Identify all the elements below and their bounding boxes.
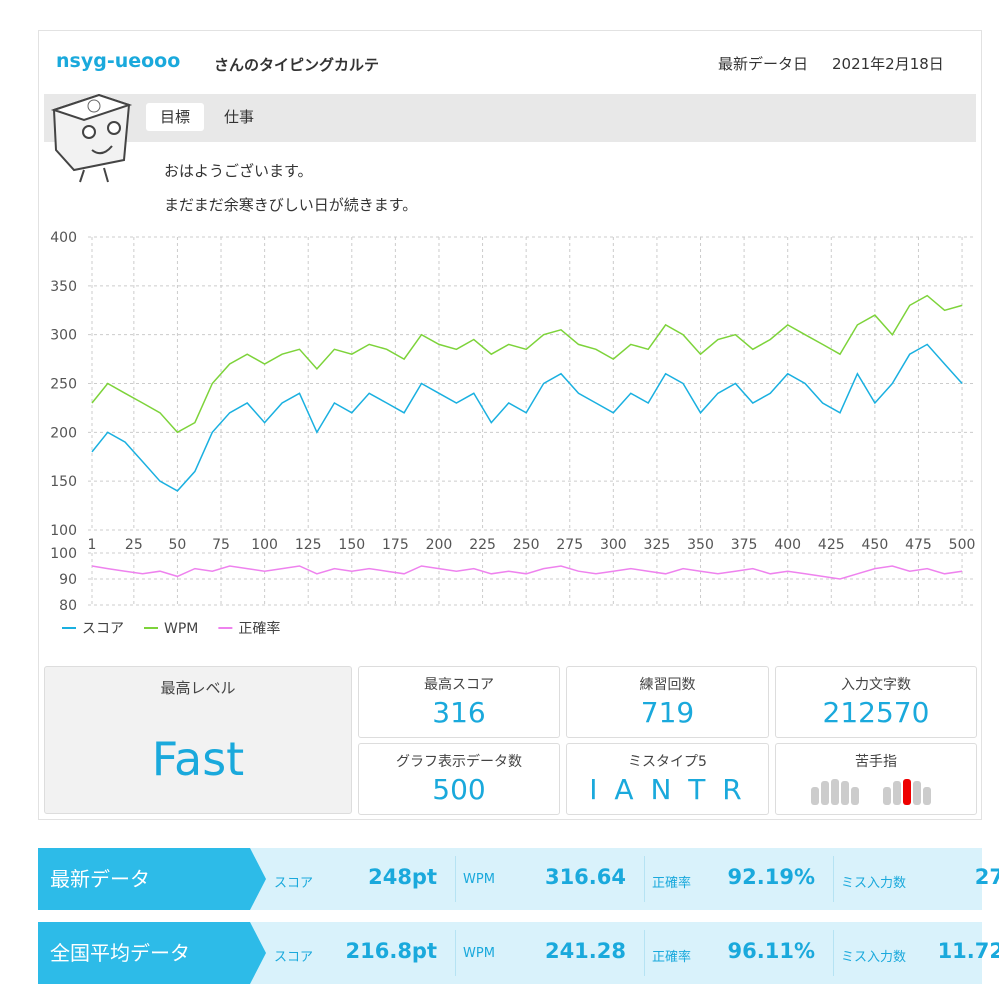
summary-value: 96.11% bbox=[727, 939, 815, 963]
summary-value: 11.72 bbox=[937, 939, 999, 963]
stat-value: Fast bbox=[151, 732, 245, 786]
summary-value: 92.19% bbox=[727, 865, 815, 889]
stat-label: ミスタイプ5 bbox=[628, 754, 707, 770]
y-tick-label: 100 bbox=[50, 546, 77, 562]
stat-box: ミスタイプ5 I A N T R bbox=[566, 743, 769, 815]
x-tick-label: 125 bbox=[295, 537, 322, 553]
series-line bbox=[91, 294, 963, 434]
message-line: まだまだ余寒きびしい日が続きます。 bbox=[164, 196, 418, 214]
goal-text: 仕事 bbox=[224, 108, 255, 126]
summary-value: 248pt bbox=[368, 865, 437, 889]
x-tick-label: 400 bbox=[774, 537, 801, 553]
summary-value: 241.28 bbox=[544, 939, 626, 963]
y-tick-label: 90 bbox=[59, 572, 77, 588]
x-tick-label: 450 bbox=[862, 537, 889, 553]
finger-icon bbox=[811, 779, 931, 805]
summary-label: WPM bbox=[463, 872, 495, 887]
stat-label: グラフ表示データ数 bbox=[396, 754, 522, 770]
stat-label: 最高レベル bbox=[160, 679, 236, 697]
x-tick-label: 250 bbox=[513, 537, 540, 553]
summary-label: スコア bbox=[274, 876, 314, 891]
stat-box: 入力文字数 212570 bbox=[775, 666, 977, 738]
summary-cell: ミス入力数 27 bbox=[833, 856, 999, 902]
summary-cell: 正確率 92.19% bbox=[644, 856, 834, 902]
y-tick-label: 100 bbox=[50, 523, 77, 539]
x-tick-label: 25 bbox=[125, 537, 143, 553]
message-line: おはようございます。 bbox=[164, 162, 313, 180]
series-line bbox=[91, 343, 963, 492]
user-name: nsyg-ueooo bbox=[56, 50, 181, 72]
summary-cell: スコア 216.8pt bbox=[266, 930, 456, 976]
summary-label: ミス入力数 bbox=[841, 950, 907, 965]
summary-row: 全国平均データ スコア 216.8pt WPM 241.28 正確率 96.11% ミス入力数… bbox=[38, 922, 999, 984]
stat-value: I A N T R bbox=[589, 773, 746, 806]
summary-label: 正確率 bbox=[652, 950, 692, 965]
y-tick-label: 80 bbox=[59, 598, 77, 614]
x-tick-label: 500 bbox=[949, 537, 976, 553]
title: さんのタイピングカルテ bbox=[214, 56, 380, 74]
x-tick-label: 175 bbox=[382, 537, 409, 553]
x-tick-label: 50 bbox=[169, 537, 187, 553]
y-tick-label: 200 bbox=[50, 425, 77, 441]
x-tick-label: 475 bbox=[905, 537, 932, 553]
stat-box: 練習回数 719 bbox=[566, 666, 769, 738]
x-tick-label: 200 bbox=[426, 537, 453, 553]
y-tick-label: 400 bbox=[50, 230, 77, 246]
x-tick-label: 75 bbox=[212, 537, 230, 553]
stat-value: 316 bbox=[432, 696, 486, 729]
stat-value: 719 bbox=[640, 696, 695, 729]
x-tick-label: 375 bbox=[731, 537, 758, 553]
summary-title: 全国平均データ bbox=[38, 922, 266, 984]
summary-cell: WPM 241.28 bbox=[455, 930, 645, 976]
stat-label: 入力文字数 bbox=[841, 677, 911, 693]
summary-value: 27 bbox=[974, 865, 999, 889]
series-line bbox=[91, 565, 963, 580]
goal-label: 目標 bbox=[146, 103, 204, 131]
karte-card bbox=[38, 30, 982, 820]
x-tick-label: 100 bbox=[251, 537, 278, 553]
summary-title: 最新データ bbox=[38, 848, 266, 910]
x-tick-label: 1 bbox=[88, 537, 97, 553]
x-tick-label: 425 bbox=[818, 537, 845, 553]
stat-label: 苦手指 bbox=[855, 754, 897, 770]
summary-row: 最新データ スコア 248pt WPM 316.64 正確率 92.19% ミス入力数 27 bbox=[38, 848, 999, 910]
summary-label: スコア bbox=[274, 950, 314, 965]
mascot bbox=[50, 93, 133, 183]
stat-value: 212570 bbox=[822, 696, 930, 729]
stat-box: グラフ表示データ数 500 bbox=[358, 743, 560, 815]
stat-value: 500 bbox=[432, 773, 486, 806]
x-tick-label: 225 bbox=[469, 537, 496, 553]
legend-label: スコア bbox=[82, 621, 124, 637]
summary-value: 316.64 bbox=[544, 865, 626, 889]
summary-label: 正確率 bbox=[652, 876, 692, 891]
summary-label: WPM bbox=[463, 946, 495, 961]
date-label: 最新データ日 bbox=[718, 55, 809, 73]
x-tick-label: 275 bbox=[556, 537, 583, 553]
y-tick-label: 300 bbox=[50, 328, 77, 344]
stat-level: 最高レベル Fast bbox=[44, 666, 352, 814]
summary-cell: ミス入力数 11.72 bbox=[833, 930, 999, 976]
y-tick-label: 350 bbox=[50, 279, 77, 295]
summary-value: 216.8pt bbox=[345, 939, 438, 963]
date: 2021年2月18日 bbox=[832, 55, 944, 73]
y-tick-label: 150 bbox=[50, 474, 77, 490]
stat-box: 最高スコア 316 bbox=[358, 666, 560, 738]
x-tick-label: 150 bbox=[338, 537, 365, 553]
summary-cell: 正確率 96.11% bbox=[644, 930, 834, 976]
summary-cell: WPM 316.64 bbox=[455, 856, 645, 902]
legend-label: WPM bbox=[164, 621, 198, 637]
stat-label: 練習回数 bbox=[639, 677, 696, 693]
y-tick-label: 250 bbox=[50, 377, 77, 393]
x-tick-label: 300 bbox=[600, 537, 627, 553]
stat-label: 最高スコア bbox=[424, 677, 494, 693]
x-tick-label: 325 bbox=[644, 537, 671, 553]
stat-box: 苦手指 bbox=[775, 743, 977, 815]
summary-label: ミス入力数 bbox=[841, 876, 907, 891]
legend-label: 正確率 bbox=[238, 620, 280, 637]
x-tick-label: 350 bbox=[687, 537, 714, 553]
summary-cell: スコア 248pt bbox=[266, 856, 456, 902]
